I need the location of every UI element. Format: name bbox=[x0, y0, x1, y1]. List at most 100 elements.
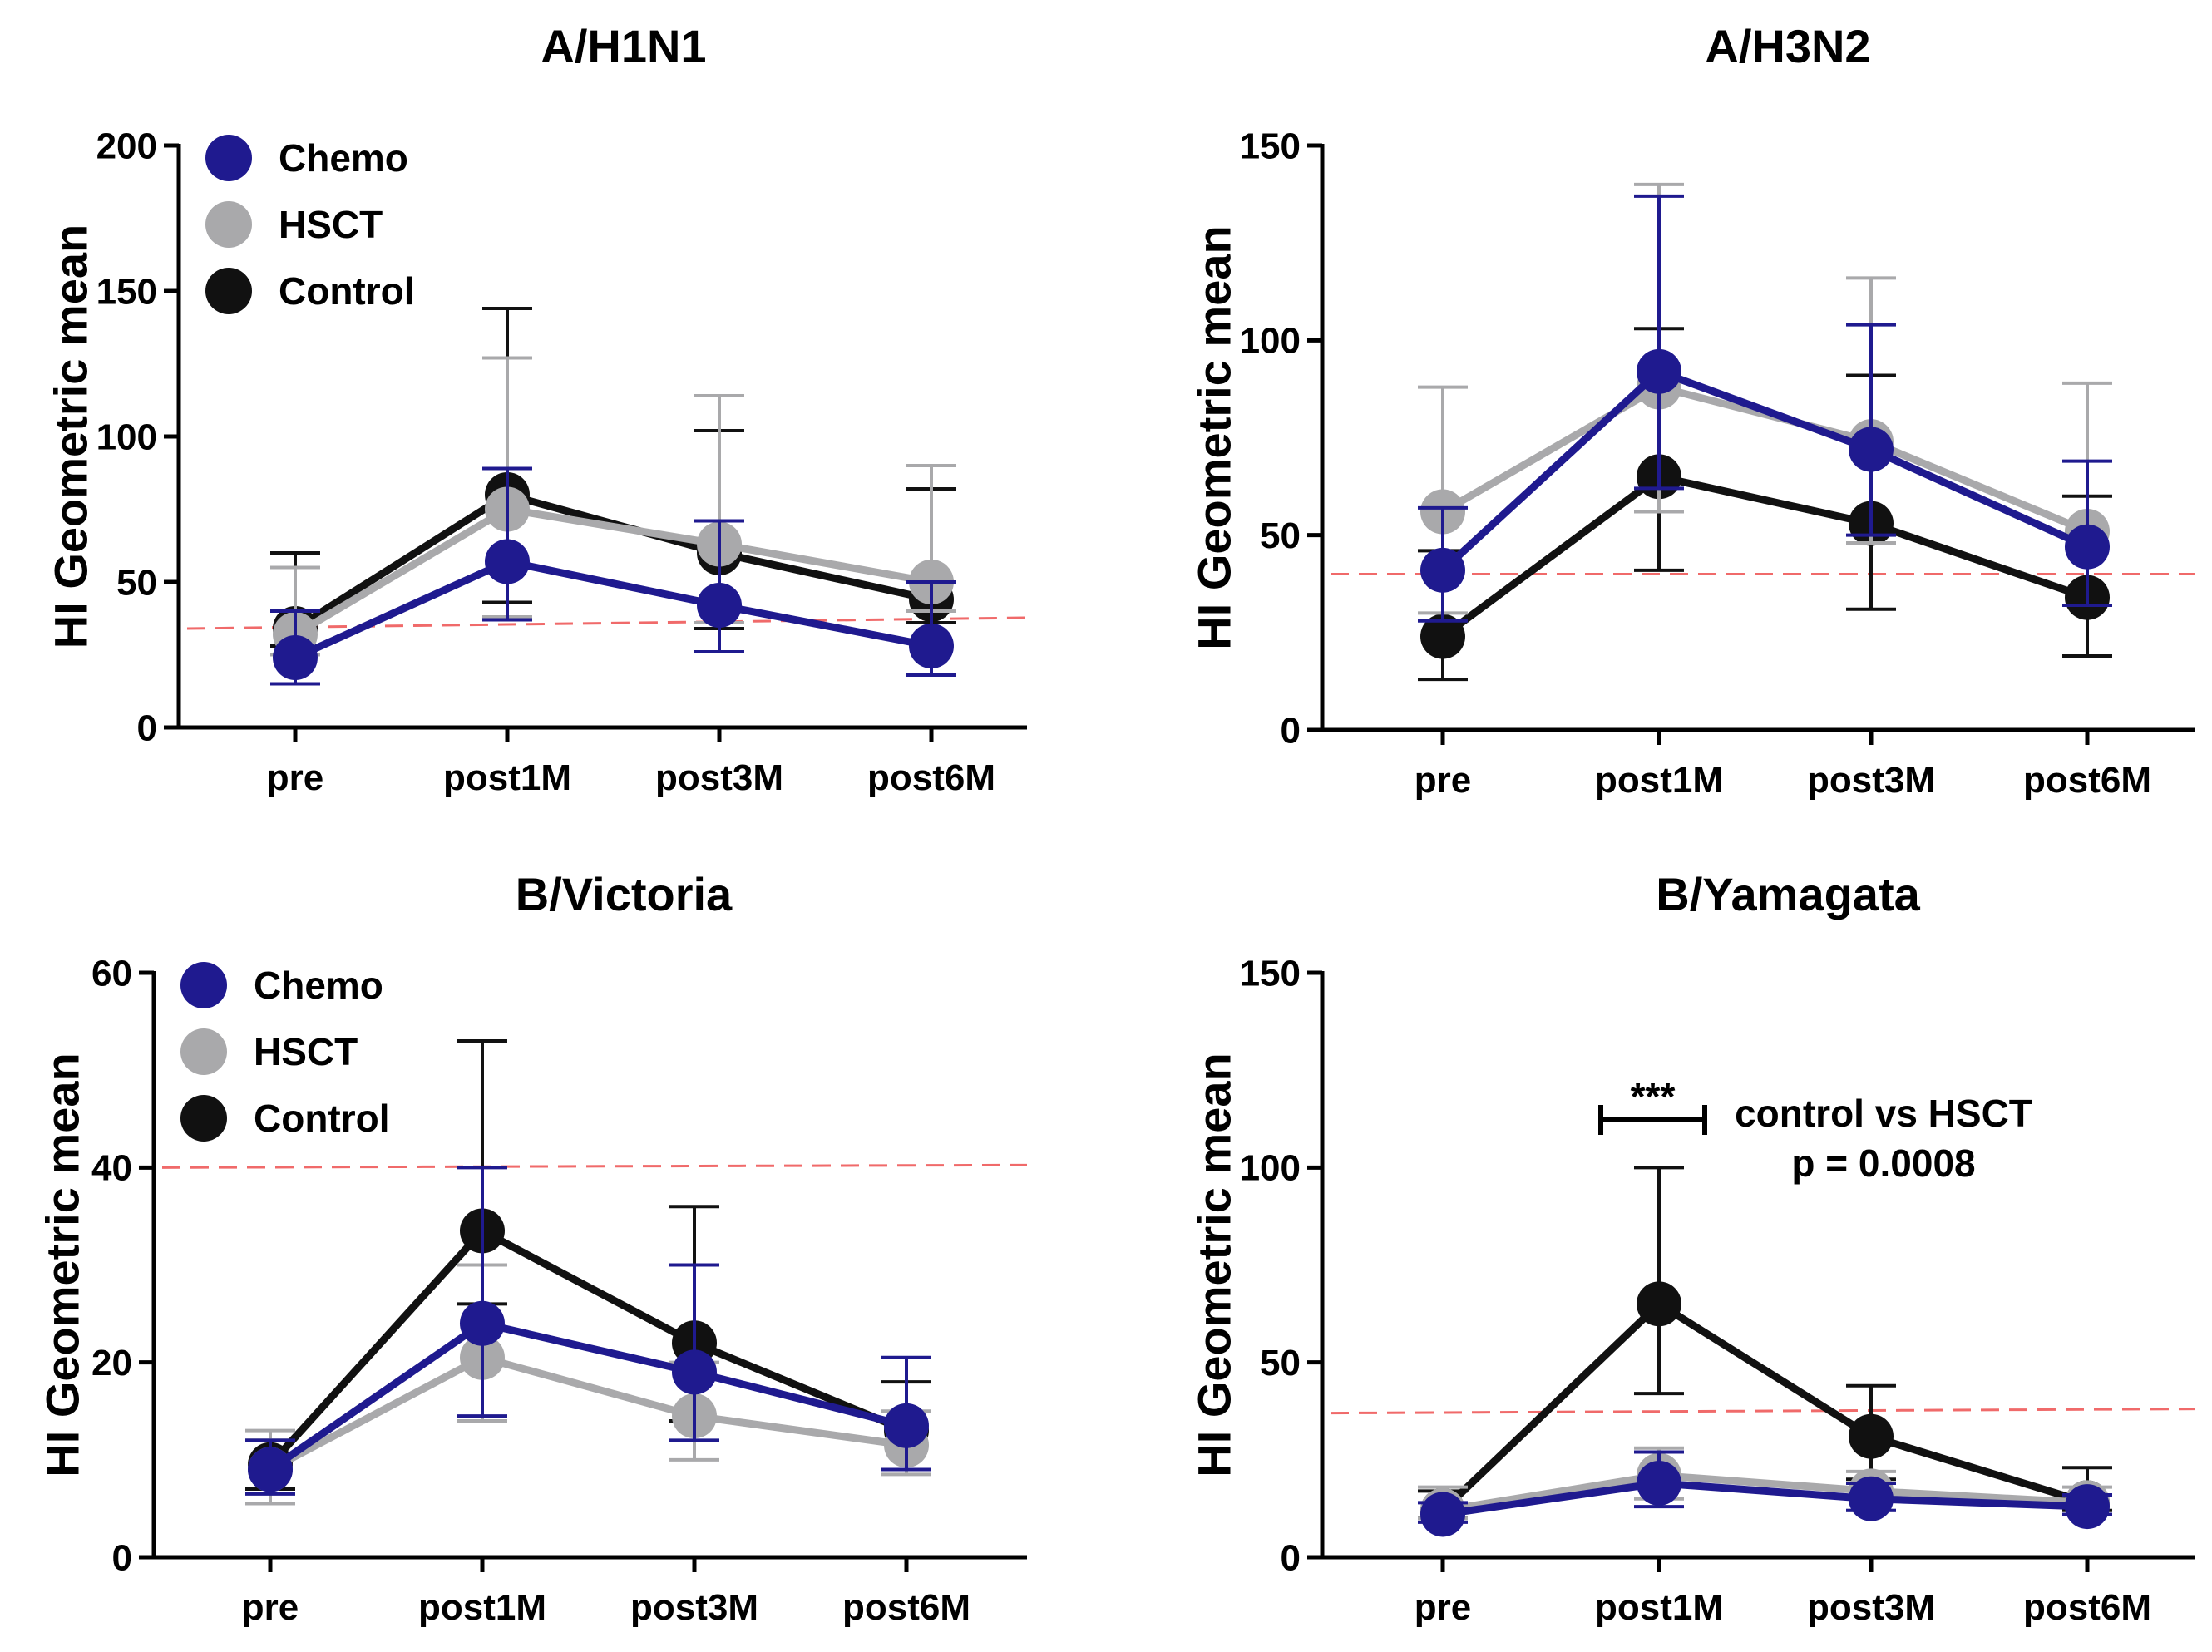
series-chemo bbox=[1418, 1450, 2112, 1537]
series-line bbox=[293, 505, 932, 638]
x-tick-label: post1M bbox=[1595, 760, 1723, 801]
legend-label-chemo: Chemo bbox=[254, 964, 383, 1007]
chart-panel-0: A/H1N1 HI Geometric mean 0 50 100 150 200 pre po… bbox=[45, 20, 1028, 798]
legend-marker-chemo bbox=[205, 135, 252, 181]
legend: Chemo HSCT Control bbox=[180, 962, 390, 1142]
x-tick-label: post6M bbox=[867, 757, 995, 798]
y-axis-label: HI Geometric mean bbox=[45, 224, 97, 648]
y-tick-label: 200 bbox=[96, 126, 157, 166]
x-tick-label: post3M bbox=[1807, 760, 1935, 801]
significance-annotation: *** control vs HSCT p = 0.0008 bbox=[1598, 1075, 2032, 1185]
y-tick-label: 150 bbox=[96, 271, 157, 312]
legend-marker-chemo bbox=[180, 962, 227, 1008]
data-point bbox=[1420, 614, 1465, 659]
chart-title: A/H1N1 bbox=[541, 20, 706, 72]
data-point bbox=[2065, 1484, 2110, 1530]
legend-label-hsct: HSCT bbox=[254, 1030, 358, 1073]
data-point bbox=[1637, 1460, 1681, 1506]
annotation-p-value: p = 0.0008 bbox=[1791, 1142, 1975, 1185]
annotation-comparison: control vs HSCT bbox=[1735, 1092, 2032, 1135]
data-point bbox=[248, 1447, 293, 1492]
y-tick-label: 0 bbox=[112, 1537, 132, 1578]
y-tick-label: 50 bbox=[116, 562, 157, 603]
x-tick-label: post6M bbox=[2023, 760, 2151, 801]
x-tick-label: post3M bbox=[655, 757, 783, 798]
series-line bbox=[268, 1354, 907, 1473]
y-tick-label: 60 bbox=[91, 953, 132, 994]
data-point bbox=[909, 624, 954, 668]
threshold-line bbox=[161, 1163, 1028, 1169]
series-chemo bbox=[270, 466, 956, 686]
chart-title: A/H3N2 bbox=[1705, 20, 1870, 72]
y-axis-label: HI Geometric mean bbox=[37, 1053, 89, 1477]
data-point bbox=[1637, 348, 1681, 394]
series-hsct bbox=[245, 1263, 931, 1506]
x-tick-label: post1M bbox=[418, 1587, 546, 1628]
series-control bbox=[270, 307, 956, 651]
series-line bbox=[268, 1319, 908, 1473]
legend-marker-hsct bbox=[205, 201, 252, 248]
series-chemo bbox=[245, 1166, 931, 1496]
threshold-line bbox=[1330, 1408, 2196, 1415]
legend-label-control: Control bbox=[254, 1097, 390, 1140]
legend-label-hsct: HSCT bbox=[279, 203, 383, 246]
legend-label-chemo: Chemo bbox=[279, 136, 408, 180]
series-control bbox=[1418, 327, 2112, 682]
legend: Chemo HSCT Control bbox=[205, 135, 415, 314]
chart-title: B/Victoria bbox=[516, 868, 733, 920]
chart-title: B/Yamagata bbox=[1656, 868, 1920, 920]
data-point bbox=[273, 635, 318, 680]
x-tick-label: post6M bbox=[2023, 1587, 2151, 1628]
y-tick-label: 20 bbox=[91, 1343, 132, 1383]
series-line bbox=[267, 1226, 908, 1467]
series-line bbox=[1440, 472, 2089, 640]
data-point bbox=[884, 1403, 929, 1448]
legend-marker-control bbox=[205, 268, 252, 314]
series-line bbox=[1442, 1472, 2088, 1515]
chart-panel-2: B/Victoria HI Geometric mean 0 20 40 60 pre pos… bbox=[37, 868, 1028, 1628]
series-line bbox=[294, 558, 932, 662]
series-line bbox=[1439, 367, 2089, 574]
y-tick-label: 0 bbox=[137, 708, 157, 748]
x-tick-label: post1M bbox=[443, 757, 571, 798]
significance-stars: *** bbox=[1631, 1075, 1676, 1118]
legend-marker-control bbox=[180, 1095, 227, 1142]
series-control bbox=[1418, 1166, 2112, 1533]
y-tick-label: 150 bbox=[1240, 953, 1301, 994]
data-point bbox=[2065, 524, 2110, 570]
y-tick-label: 0 bbox=[1281, 710, 1301, 751]
series-hsct bbox=[1418, 182, 2112, 615]
chart-panel-1: A/H3N2 HI Geometric mean 0 50 100 150 pre post1… bbox=[1188, 20, 2195, 801]
data-point bbox=[1420, 547, 1465, 593]
data-point bbox=[672, 1349, 717, 1395]
x-tick-label: post1M bbox=[1595, 1587, 1723, 1628]
legend-marker-hsct bbox=[180, 1028, 227, 1075]
y-tick-label: 150 bbox=[1240, 126, 1301, 166]
x-tick-label: post6M bbox=[842, 1587, 970, 1628]
y-tick-label: 50 bbox=[1260, 1343, 1301, 1383]
y-axis-label: HI Geometric mean bbox=[1188, 1053, 1241, 1477]
y-tick-label: 100 bbox=[1240, 321, 1301, 362]
series-line bbox=[1442, 1479, 2088, 1518]
y-axis-label: HI Geometric mean bbox=[1188, 225, 1241, 649]
series-hsct bbox=[270, 356, 956, 657]
y-tick-label: 100 bbox=[1240, 1148, 1301, 1189]
data-point bbox=[697, 583, 742, 628]
x-tick-label: post3M bbox=[630, 1587, 758, 1628]
chart-panel-3: B/Yamagata HI Geometric mean 0 50 100 150 pre p… bbox=[1188, 868, 2196, 1628]
y-tick-label: 0 bbox=[1281, 1537, 1301, 1578]
data-point bbox=[460, 1300, 505, 1346]
x-tick-label: pre bbox=[267, 757, 323, 798]
legend-label-control: Control bbox=[279, 269, 415, 313]
data-point bbox=[1849, 427, 1894, 472]
y-tick-label: 40 bbox=[91, 1148, 132, 1189]
y-tick-label: 100 bbox=[96, 417, 157, 457]
data-point bbox=[1849, 1476, 1894, 1521]
data-point bbox=[485, 539, 530, 584]
x-tick-label: pre bbox=[242, 1587, 299, 1628]
x-tick-label: post3M bbox=[1807, 1587, 1935, 1628]
series-line bbox=[1439, 1299, 2089, 1514]
x-tick-label: pre bbox=[1415, 1587, 1471, 1628]
data-point bbox=[1637, 1281, 1681, 1327]
